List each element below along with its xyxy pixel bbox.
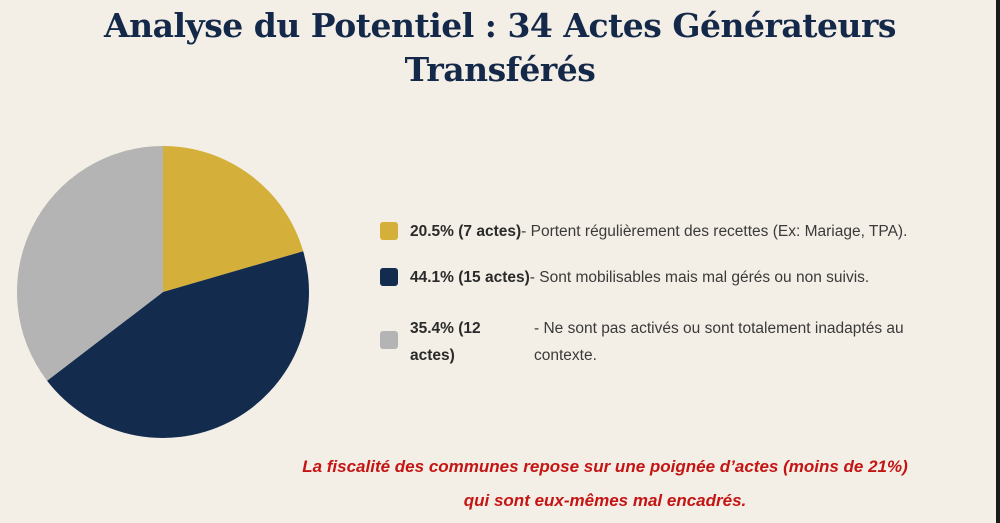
pie-chart xyxy=(17,146,309,438)
pie-slice-44-1 xyxy=(47,251,309,438)
legend-label-3-line-2: actes) xyxy=(410,347,455,364)
right-edge-bar xyxy=(996,0,1000,523)
legend-desc-3-line-1: - Ne sont pas activés ou sont totalement… xyxy=(534,320,904,337)
pie-slice-20-5 xyxy=(163,146,304,292)
legend-item-1: 20.5% (7 actes) - Portent régulièrement … xyxy=(380,220,907,244)
note-line-2: qui sont eux-mêmes mal encadrés. xyxy=(463,491,747,510)
legend-desc-3-line-2: contexte. xyxy=(534,347,597,364)
legend-label-3: 35.4% (12 actes) xyxy=(410,315,534,369)
legend-swatch-navy xyxy=(380,268,398,286)
page-title: Analyse du Potentiel : 34 Actes Générate… xyxy=(60,4,940,92)
legend-label-3-line-1: 35.4% (12 xyxy=(410,320,481,337)
pie-slice-35-4 xyxy=(17,146,163,381)
legend-item-3: 35.4% (12 actes) - Ne sont pas activés o… xyxy=(380,315,904,369)
note-line-1: La fiscalité des communes repose sur une… xyxy=(302,457,908,476)
title-line-1: Analyse du Potentiel : 34 Actes Générate… xyxy=(104,6,897,45)
legend-label-1: 20.5% (7 actes) xyxy=(410,223,522,240)
legend-item-2: 44.1% (15 actes) - Sont mobilisables mai… xyxy=(380,266,869,290)
legend-swatch-gold xyxy=(380,222,398,240)
legend-desc-2: - Sont mobilisables mais mal gérés ou no… xyxy=(529,269,870,286)
legend-swatch-gray xyxy=(380,331,398,349)
legend-label-2: 44.1% (15 actes) xyxy=(410,269,530,286)
title-line-2: Transférés xyxy=(404,50,596,89)
legend-desc-1: - Portent régulièrement des recettes (Ex… xyxy=(521,223,908,240)
legend-desc-3: - Ne sont pas activés ou sont totalement… xyxy=(534,315,904,369)
